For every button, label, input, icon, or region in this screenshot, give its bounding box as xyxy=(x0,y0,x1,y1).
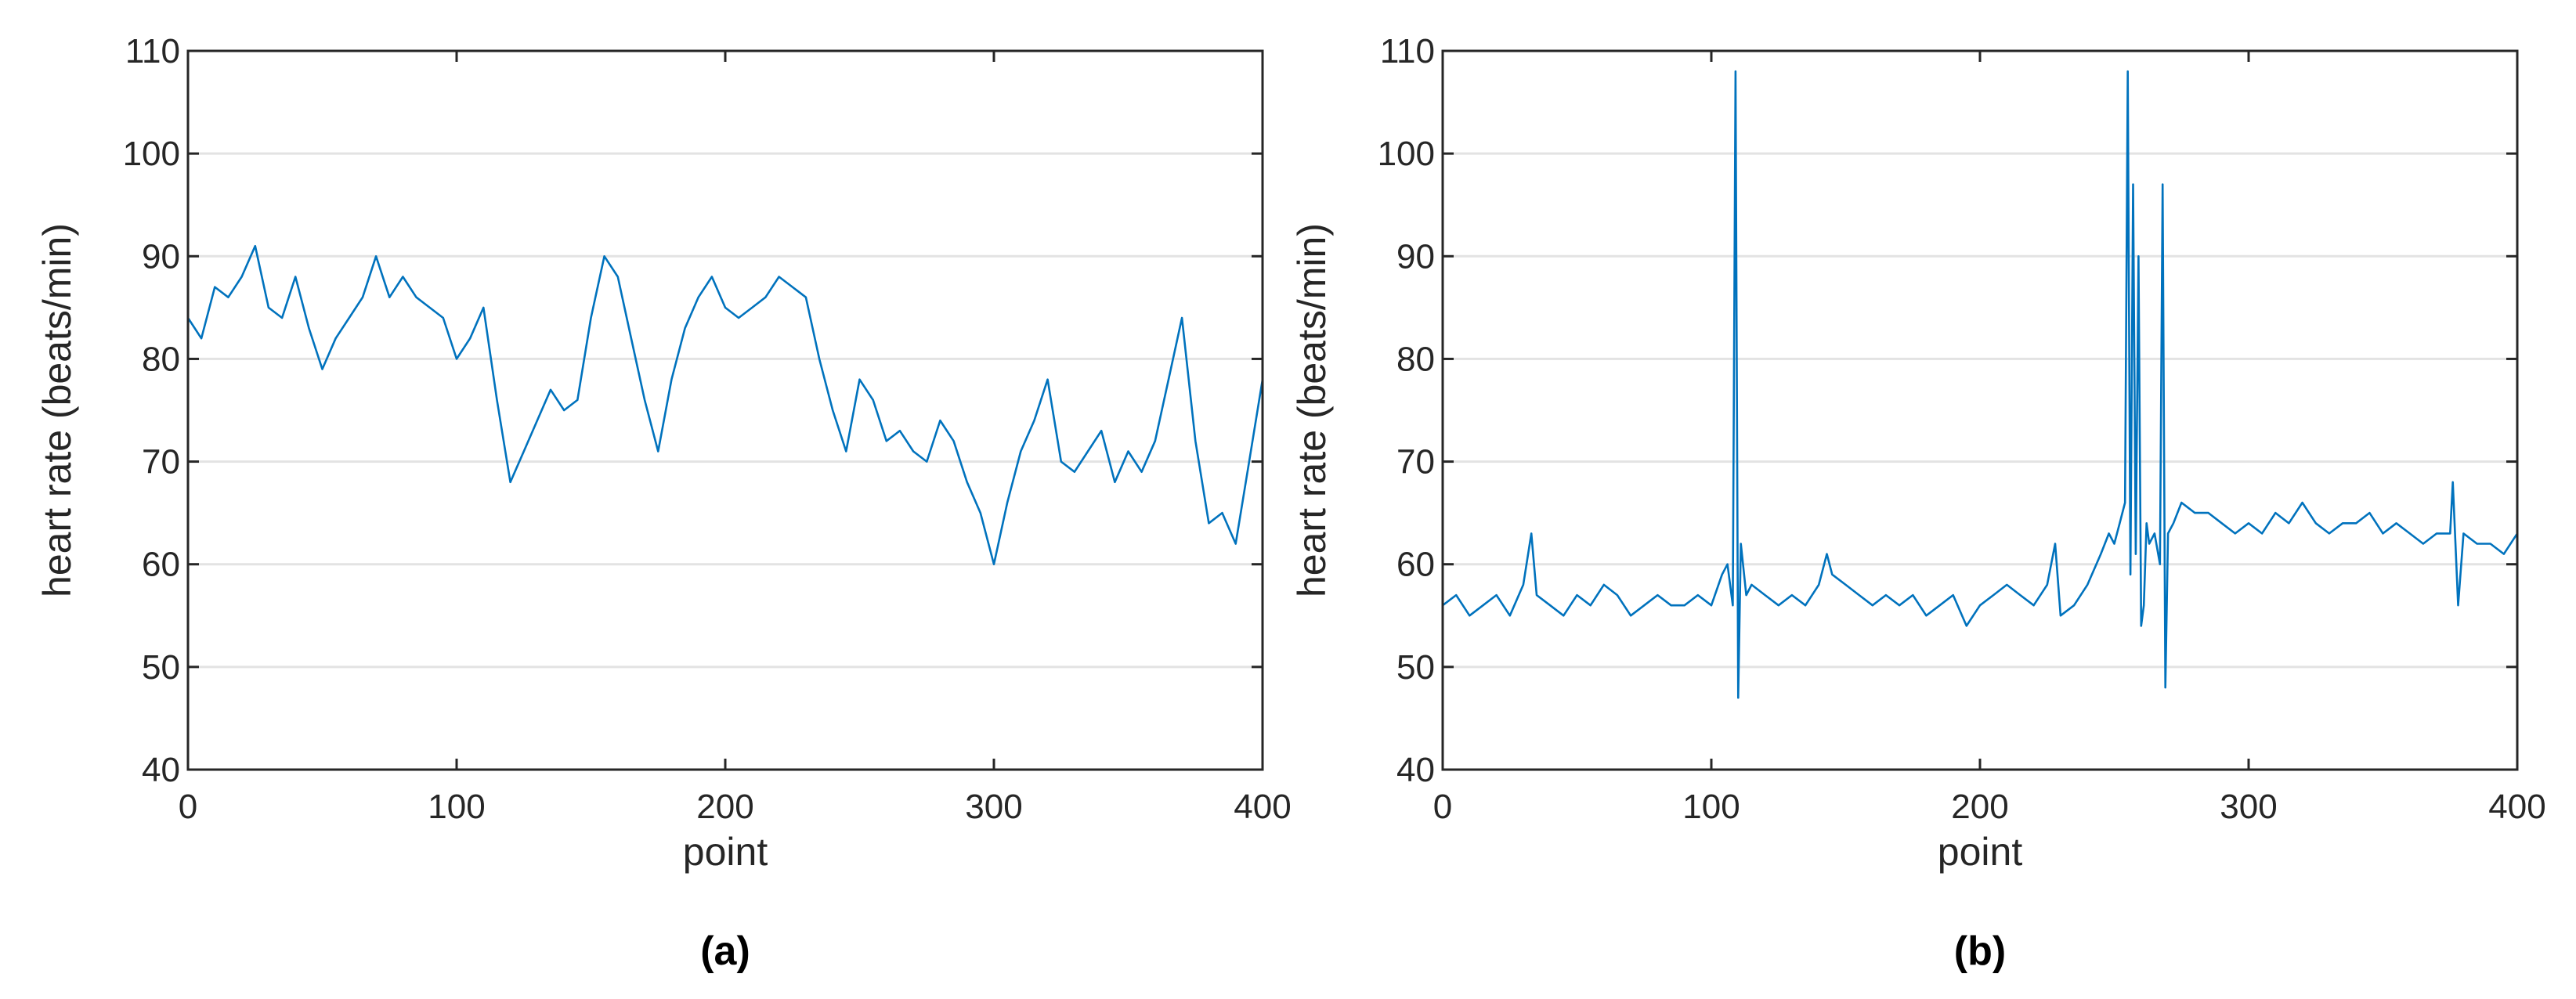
y-tick-label: 70 xyxy=(1396,443,1435,481)
y-tick-label: 110 xyxy=(1380,32,1435,70)
x-tick-label: 0 xyxy=(1433,788,1452,826)
x-tick-label: 400 xyxy=(1234,788,1291,826)
y-tick-label: 60 xyxy=(142,546,180,584)
y-tick-label: 70 xyxy=(142,443,180,481)
panel-label: (a) xyxy=(700,929,750,974)
x-tick-label: 400 xyxy=(2488,788,2545,826)
x-axis-label: point xyxy=(683,830,768,874)
plot-frame xyxy=(1441,49,2519,771)
x-tick-label: 0 xyxy=(179,788,197,826)
plot-frame xyxy=(186,49,1264,771)
y-tick-label: 60 xyxy=(1396,546,1435,584)
y-tick-label: 40 xyxy=(1396,751,1435,789)
x-tick-label: 200 xyxy=(1951,788,2008,826)
y-axis-label: heart rate (beats/min) xyxy=(35,223,79,597)
chart-panel-b: 40 50 60 70 80 90 100 110 0 100 200 300 400 point hear… xyxy=(1290,32,2546,974)
x-tick-label: 200 xyxy=(696,788,753,826)
y-tick-label: 90 xyxy=(142,237,180,276)
x-axis-label: point xyxy=(1938,830,2023,874)
y-axis-label: heart rate (beats/min) xyxy=(1290,223,1334,597)
chart-panel-a: 40 50 60 70 80 90 100 110 0 100 200 300 400 point hear… xyxy=(35,32,1292,974)
y-tick-label: 50 xyxy=(142,648,180,687)
y-tick-label: 100 xyxy=(123,135,180,173)
panel-label: (b) xyxy=(1954,929,2006,974)
y-tick-label: 100 xyxy=(1378,135,1435,173)
y-tick-label: 80 xyxy=(142,340,180,378)
y-tick-label: 110 xyxy=(125,32,180,70)
x-tick-label: 100 xyxy=(1682,788,1740,826)
x-tick-label: 100 xyxy=(428,788,485,826)
y-tick-label: 80 xyxy=(1396,340,1435,378)
heart-rate-series-line xyxy=(1442,70,2519,699)
y-tick-label: 50 xyxy=(1396,648,1435,687)
y-tick-label: 90 xyxy=(1396,237,1435,276)
x-tick-label: 300 xyxy=(2220,788,2277,826)
y-tick-label: 40 xyxy=(142,751,180,789)
x-tick-label: 300 xyxy=(965,788,1022,826)
heart-rate-series-line xyxy=(186,244,1264,565)
